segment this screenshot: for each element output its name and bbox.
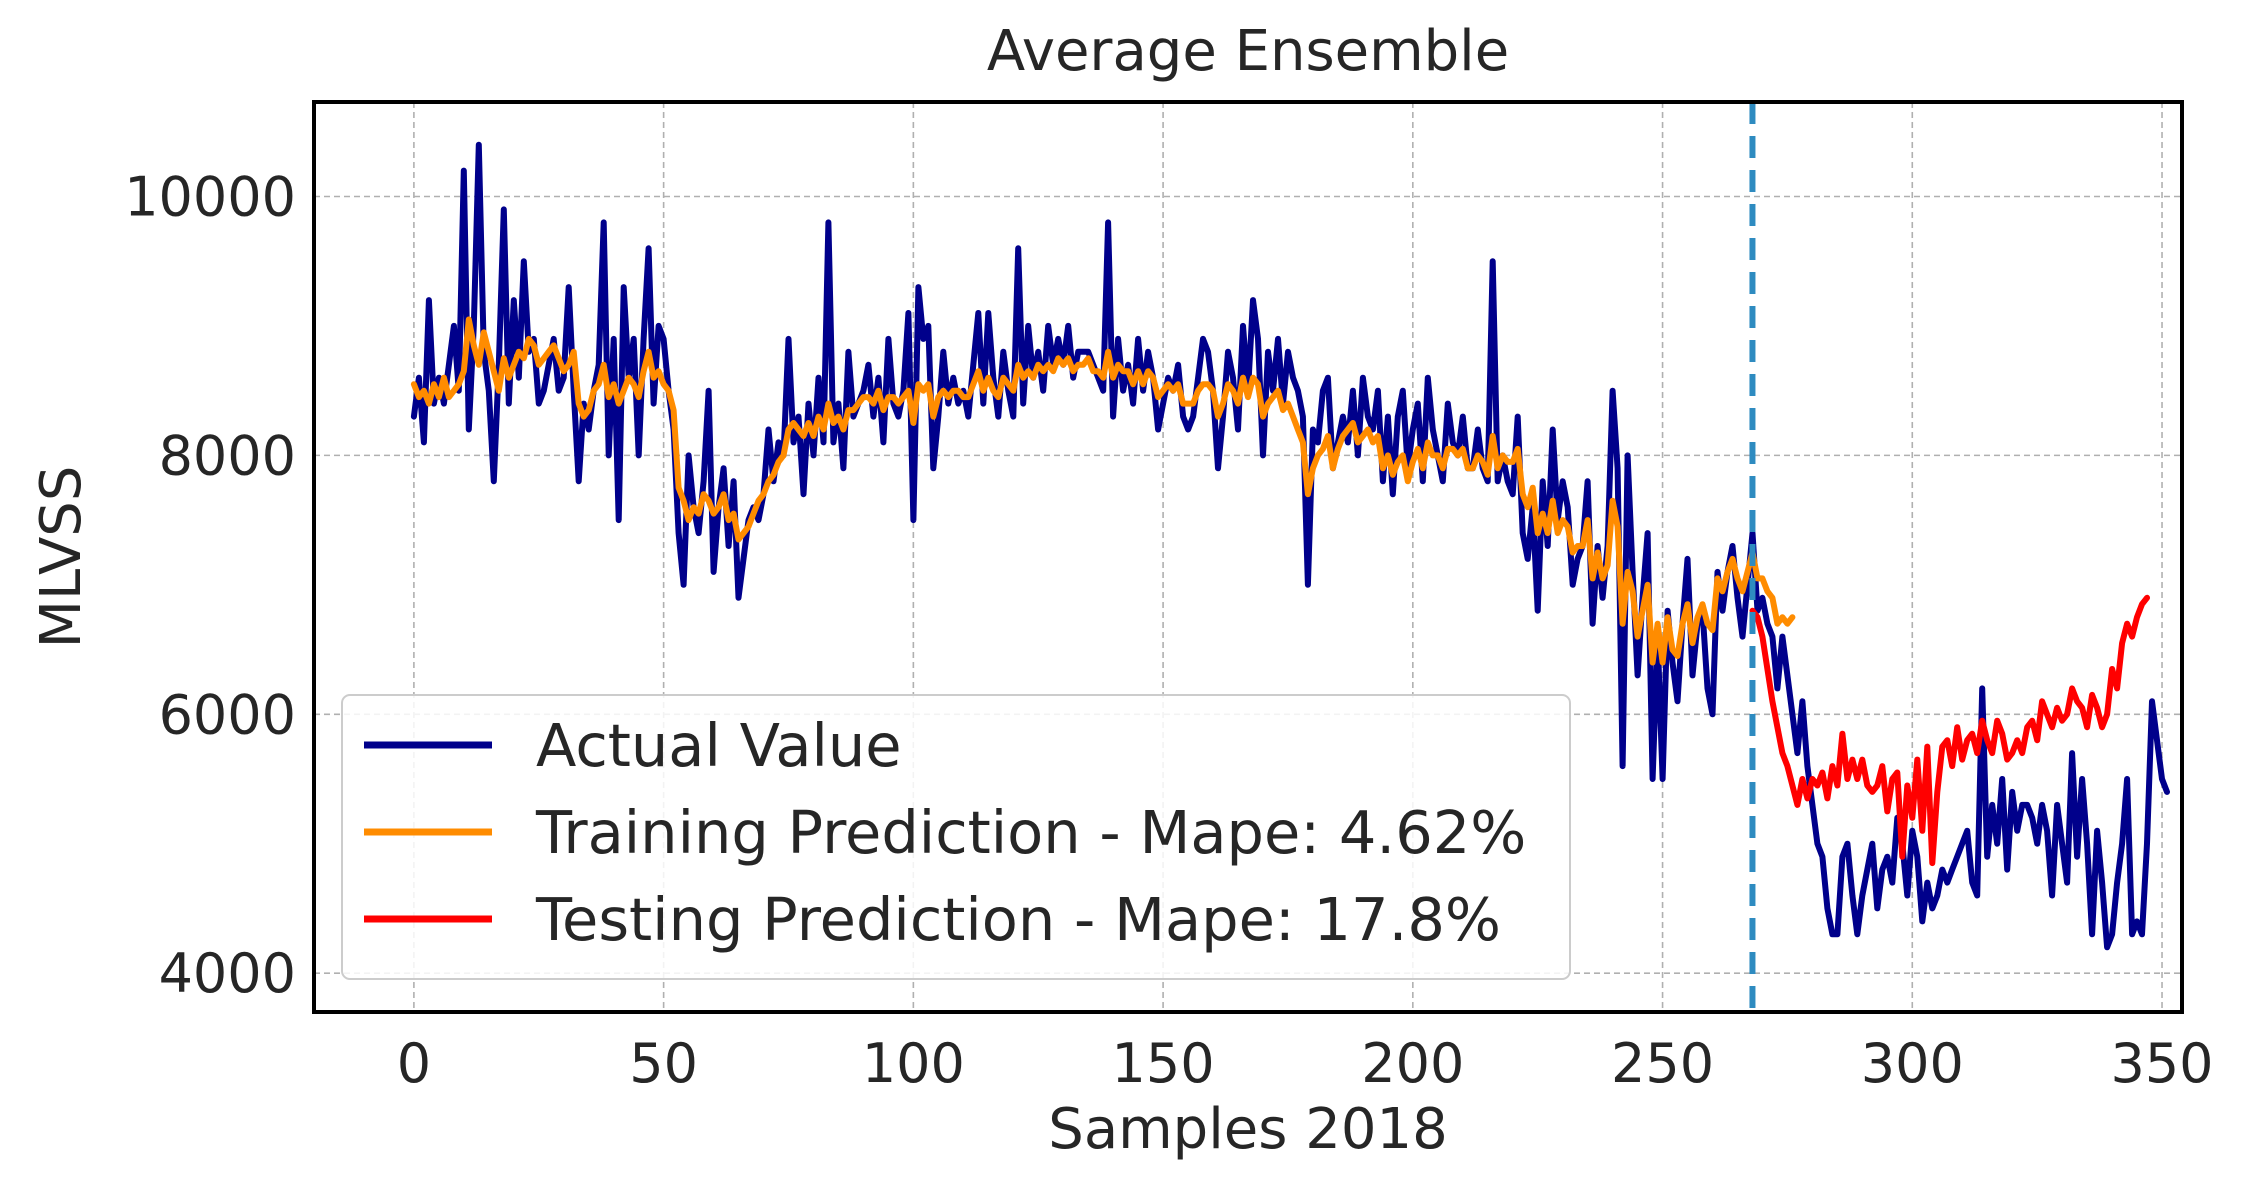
x-axis-label: Samples 2018 — [1048, 1097, 1447, 1162]
series-line-2 — [1749, 594, 2150, 867]
y-tick-label: 10000 — [124, 165, 296, 228]
x-tick-label: 50 — [629, 1032, 698, 1095]
y-tick-label: 8000 — [159, 424, 296, 487]
series-line-1 — [410, 316, 1796, 666]
axes-frame — [312, 100, 2184, 1014]
x-tick-label: 300 — [1861, 1032, 1964, 1095]
x-tick-label: 150 — [1112, 1032, 1215, 1095]
legend-label-training: Training Prediction - Mape: 4.62% — [535, 798, 1526, 867]
legend-box — [341, 694, 1571, 980]
x-tick-label: 200 — [1361, 1032, 1464, 1095]
y-tick-label: 6000 — [159, 683, 296, 746]
x-tick-label: 100 — [862, 1032, 965, 1095]
x-tick-label: 350 — [2110, 1032, 2213, 1095]
series-line-0 — [410, 141, 2170, 951]
y-axis-ticks: 4000 6000 8000 10000 — [124, 165, 296, 1005]
y-axis-label: MLVSS — [29, 466, 94, 649]
chart-title: Average Ensemble — [987, 19, 1509, 84]
y-tick-label: 4000 — [159, 942, 296, 1005]
x-tick-label: 0 — [397, 1032, 431, 1095]
legend-label-actual: Actual Value — [536, 711, 902, 780]
plot-area — [410, 102, 2170, 1012]
legend: Actual Value Training Prediction - Mape:… — [341, 694, 1571, 980]
x-tick-label: 250 — [1611, 1032, 1714, 1095]
x-axis-ticks: 0 50 100 150 200 250 300 350 — [397, 1032, 2214, 1095]
legend-label-testing: Testing Prediction - Mape: 17.8% — [535, 885, 1501, 954]
